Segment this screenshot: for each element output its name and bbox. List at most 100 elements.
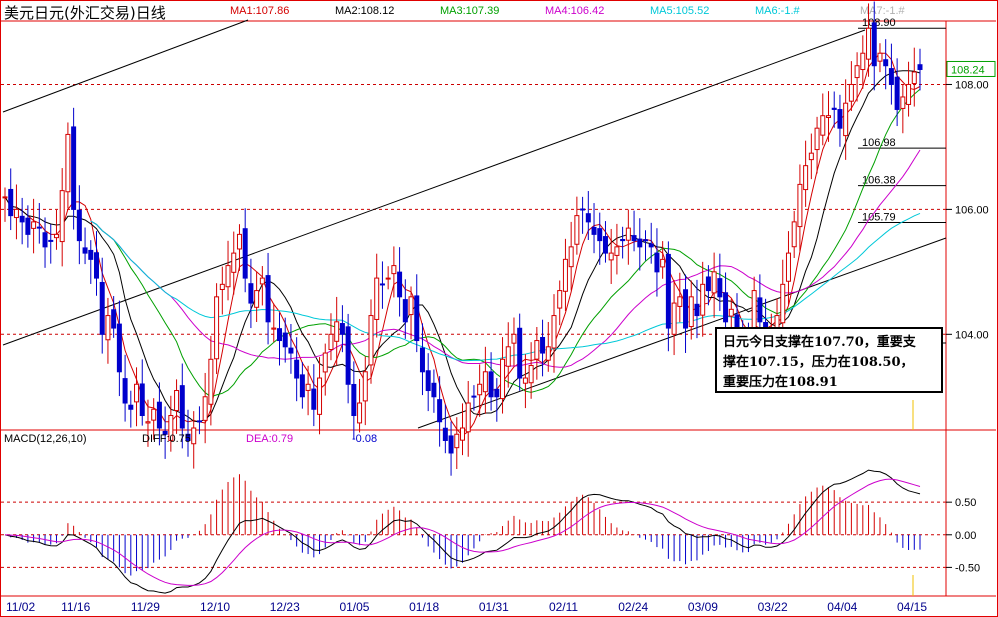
candle-body [694,303,700,317]
candle-body [557,290,563,309]
diff-label: DIFF:0.75 [142,433,191,445]
ma-label-4: MA4:106.42 [545,5,605,17]
candle-body [534,340,540,360]
candle-body [53,233,59,239]
candle-body [860,52,866,71]
macd-tick-label: 0.50 [955,497,976,509]
candle-body [242,228,248,279]
candle-body [631,235,637,242]
candle-body [917,64,923,70]
candle-body [414,295,420,342]
candle-body [59,190,65,243]
candle-body [139,383,145,417]
candle-body [900,96,906,109]
candle-body [162,430,168,435]
candle-body [368,315,374,366]
x-axis-label: 04/04 [827,600,857,614]
candle-body [128,404,134,410]
candle-body [48,239,54,242]
candle-body [808,152,814,161]
candle-body [888,68,894,85]
candle-body [94,252,99,279]
candle-body [202,396,208,421]
x-axis-label: 12/23 [270,600,300,614]
candle-body [717,278,723,298]
candle-body [134,383,140,403]
candle-body [551,315,557,349]
candle-body [2,196,8,199]
current-price-box [946,60,996,77]
ma-label-2: MA2:108.12 [335,5,395,17]
candle-body [757,297,763,323]
current-price-label: 108.24 [951,64,985,76]
candle-body [871,22,877,67]
candle-body [688,296,694,328]
x-axis-label: 02/24 [618,600,648,614]
candle-body [602,236,608,254]
candle-body [671,302,677,335]
candle-body [648,243,654,248]
candle-body [208,358,214,405]
candle-body [231,252,237,273]
candle-body [665,253,671,329]
x-axis-label: 01/18 [409,600,439,614]
candle-body [540,336,546,354]
candle-body [848,83,854,102]
candle-body [408,296,414,316]
candle-body [328,333,334,351]
candle-body [25,217,31,235]
candle-body [288,347,294,354]
candle-body [711,271,717,294]
candle-body [460,427,465,441]
candle-body [277,328,282,342]
macd-label: MACD(12,26,10) [4,433,87,445]
candle-body [562,258,568,292]
candle-body [374,277,380,320]
price-tick-label: 106.00 [955,204,989,216]
candle-body [580,208,586,211]
x-axis-label: 01/31 [479,600,509,614]
candle-body [517,327,523,379]
candle-body [837,109,843,129]
candle-body [317,377,323,415]
candle-body [826,115,831,119]
candle-body [448,435,454,454]
candle-body [877,52,883,62]
ma-label-7: MA7:-1.# [860,5,905,17]
annotation-line-1: 日元今日支撑在107.70，重要支 [723,335,916,350]
candle-body [528,365,534,384]
candle-body [425,370,431,392]
candle-body [522,377,528,384]
candle-body [65,133,71,193]
candle-body [906,83,912,105]
candle-body [660,258,666,268]
candle-body [179,385,185,429]
chart-title: 美元日元(外汇交易)日线 [4,4,166,22]
ma-label-1: MA1:107.86 [230,5,290,17]
candle-body [883,59,889,67]
candle-body [82,247,88,254]
candle-body [545,346,551,361]
x-axis-label: 11/02 [6,600,35,614]
candle-body [13,208,19,219]
candle-body [402,299,408,323]
candle-body [814,127,820,151]
trendline-upper [2,29,866,346]
candle-body [505,346,511,367]
ma-label-6: MA6:-1.# [755,5,800,17]
x-axis-label: 02/11 [549,600,578,614]
macd-tick-label: -0.50 [955,562,980,574]
candle-body [174,390,180,411]
candle-body [299,374,305,398]
candle-body [71,126,77,210]
candle-body [259,277,265,285]
candle-body [225,265,231,288]
candle-body [705,276,711,292]
candle-body [614,246,620,256]
candle-body [151,408,157,421]
price-tick-label: 104.00 [955,329,989,341]
candle-body [357,402,363,424]
x-axis-label: 11/16 [61,600,90,614]
candle-body [36,226,42,229]
